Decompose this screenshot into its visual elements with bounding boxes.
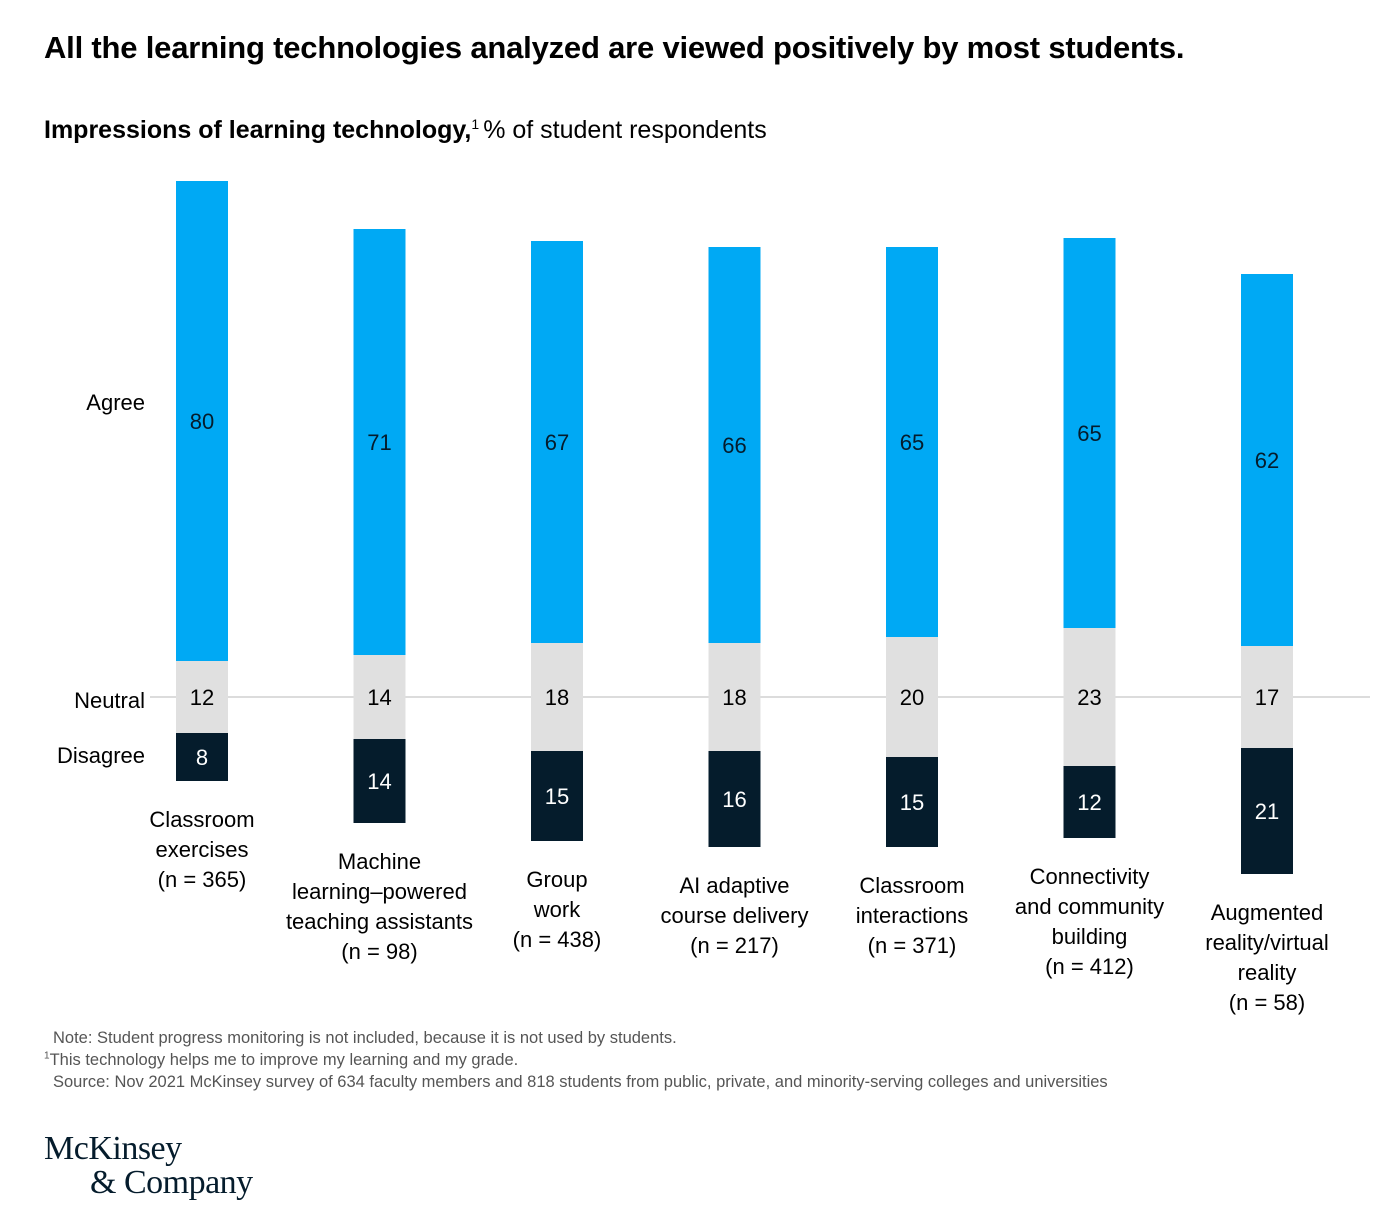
bar-neutral [708,643,761,751]
data-label-neutral: 17 [1255,685,1279,710]
data-label-disagree: 21 [1255,799,1279,824]
subtitle-bold: Impressions of learning technology, [44,116,472,144]
logo-line-2: & Company [90,1164,253,1201]
category-label: interactions [856,903,969,928]
bar-agree [531,241,583,643]
category-label: teaching assistants [286,909,473,934]
data-label-neutral: 20 [900,685,924,710]
subtitle-footnote-mark: 1 [471,115,480,132]
chart-title: All the learning technologies analyzed a… [44,30,1185,65]
stacked-bar-chart: Agree Neutral Disagree 80 12 8 Classroom exerci… [57,181,1370,1015]
bar-disagree [353,739,406,823]
bar-agree [886,247,938,637]
bar-disagree [1063,766,1116,838]
footnote-text: 1This technology helps me to improve my … [44,1049,1108,1071]
data-label-agree: 66 [722,433,746,458]
data-label-neutral: 18 [722,685,746,710]
data-label-disagree: 15 [900,790,924,815]
data-label-disagree: 12 [1077,790,1101,815]
category-label: Classroom [149,807,254,832]
bar-disagree [708,751,761,847]
bar-agree [176,181,228,661]
category-label: Augmented [1211,900,1324,925]
category-label: (n = 98) [341,939,417,964]
category-label: (n = 217) [690,933,779,958]
chart-notes: Note: Student progress monitoring is not… [44,1027,1108,1093]
bar-disagree [886,757,938,847]
data-label-agree: 65 [1077,421,1101,446]
bar-disagree [176,733,228,781]
bar-disagree [531,751,583,841]
bar-neutral [176,661,228,733]
footnote-body: This technology helps me to improve my l… [49,1051,519,1069]
category-label: (n = 438) [513,927,602,952]
bar-neutral [353,655,406,739]
chart-subtitle: Impressions of learning technology,1% of… [44,116,767,145]
bar-disagree [1241,748,1293,874]
category-label: (n = 365) [158,867,247,892]
category-label: Classroom [859,873,964,898]
bar-neutral [1063,628,1116,766]
bar-agree [353,229,406,655]
category-label: reality/virtual [1205,930,1328,955]
data-label-neutral: 12 [190,685,214,710]
category-label: and community [1015,894,1164,919]
series-label-neutral: Neutral [74,688,145,713]
data-label-neutral: 23 [1077,685,1101,710]
bar-agree [708,247,761,643]
category-label: learning–powered [292,879,467,904]
data-label-agree: 65 [900,430,924,455]
subtitle-rest: % of student respondents [483,116,767,144]
category-label: Machine [338,849,421,874]
category-label: work [533,897,581,922]
data-label-agree: 80 [190,409,214,434]
logo-line-1: McKinsey [44,1130,182,1167]
series-label-disagree: Disagree [57,743,145,768]
category-label: (n = 58) [1229,990,1305,1015]
data-label-disagree: 8 [196,745,208,770]
bar-agree [1063,238,1116,628]
mckinsey-logo: McKinsey & Company [44,1132,253,1200]
category-label: (n = 371) [868,933,957,958]
data-label-disagree: 16 [722,787,746,812]
note-text: Note: Student progress monitoring is not… [53,1029,677,1047]
bar-neutral [886,637,938,757]
category-label: Connectivity [1030,864,1150,889]
data-label-agree: 67 [545,430,569,455]
category-label: (n = 412) [1045,954,1134,979]
data-label-agree: 62 [1255,448,1279,473]
source-text: Source: Nov 2021 McKinsey survey of 634 … [53,1073,1108,1091]
series-label-agree: Agree [86,390,145,415]
bar-neutral [531,643,583,751]
data-label-disagree: 15 [545,784,569,809]
category-label: Group [526,867,587,892]
data-label-neutral: 14 [367,685,391,710]
data-label-disagree: 14 [367,769,391,794]
category-label: exercises [156,837,249,862]
data-label-agree: 71 [367,430,391,455]
category-label: reality [1238,960,1297,985]
footnote-mark: 1 [44,1050,50,1062]
category-label: AI adaptive [679,873,789,898]
category-label: course delivery [661,903,809,928]
data-label-neutral: 18 [545,685,569,710]
bar-agree [1241,274,1293,646]
bar-neutral [1241,646,1293,748]
category-label: building [1052,924,1128,949]
